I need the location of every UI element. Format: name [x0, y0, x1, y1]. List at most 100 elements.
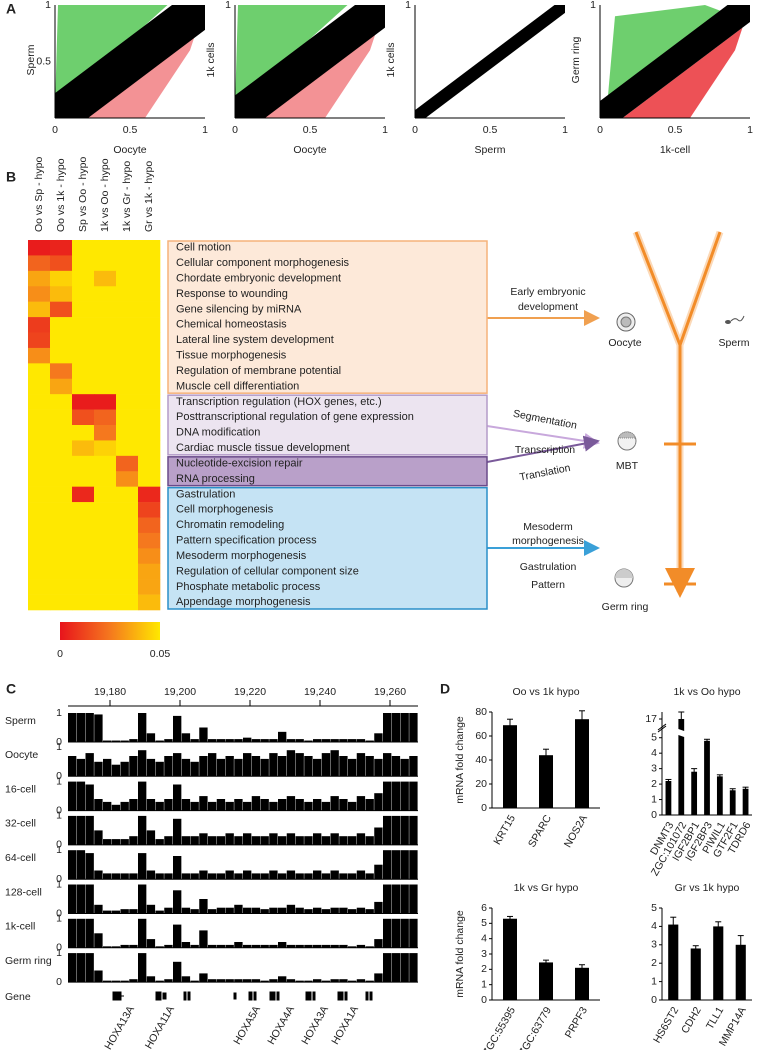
- signal-bar: [94, 714, 103, 742]
- heat-cell: [138, 363, 161, 380]
- go-term: Response to wounding: [176, 288, 288, 300]
- signal-bar: [164, 979, 173, 983]
- signal-bar: [111, 946, 121, 948]
- signal-bar: [181, 733, 191, 742]
- heat-cell: [138, 301, 161, 318]
- signal-bar: [76, 713, 86, 742]
- heat-cell: [138, 240, 161, 256]
- signal-bar: [138, 713, 147, 742]
- heat-cell: [28, 286, 51, 302]
- signal-bar: [138, 781, 147, 811]
- heat-cell: [116, 502, 139, 518]
- signal-bar: [278, 799, 287, 811]
- bar: [704, 740, 710, 815]
- signal-bar: [260, 739, 269, 742]
- signal-bar: [391, 850, 401, 880]
- track-name: Sperm: [5, 715, 36, 727]
- heat-cell: [138, 532, 161, 549]
- heat-cell: [138, 347, 161, 364]
- signal-bar: [313, 979, 322, 983]
- go-term: Phosphate metabolic process: [176, 581, 321, 593]
- signal-bar: [304, 909, 313, 914]
- heat-cell: [94, 363, 117, 380]
- go-term: Lateral line system development: [176, 334, 334, 346]
- signal-bar: [120, 839, 129, 845]
- heat-cell: [28, 425, 51, 441]
- y-tick-label: 1: [56, 913, 62, 925]
- signal-bar: [278, 836, 287, 845]
- signal-bar: [111, 839, 121, 845]
- bar: [716, 776, 723, 815]
- signal-bar: [313, 870, 322, 880]
- signal-bar: [409, 953, 418, 983]
- heat-cell: [50, 255, 73, 272]
- heat-cell: [116, 378, 139, 395]
- y-tick-label: 3: [481, 948, 487, 960]
- bar: [668, 924, 679, 1000]
- signal-bar: [356, 944, 366, 948]
- signal-bar: [103, 758, 112, 777]
- gene-models: [112, 991, 373, 1001]
- signal-bar: [330, 979, 339, 983]
- signal-bar: [243, 907, 252, 914]
- diagram-label: Transcription: [515, 444, 575, 456]
- track-name: Germ ring: [5, 955, 52, 967]
- heat-cell: [72, 455, 95, 472]
- heat-cell: [116, 440, 139, 457]
- signal-bar: [251, 873, 261, 880]
- signal-bar: [286, 979, 296, 983]
- sperm-icon: [730, 315, 745, 322]
- signal-bar: [225, 833, 234, 845]
- signal-bar: [225, 756, 234, 777]
- diagram-label: Germ ring: [602, 601, 649, 613]
- signal-bar: [76, 918, 86, 948]
- heat-cell: [72, 563, 95, 580]
- gene-label: HOXA5A: [231, 1004, 263, 1047]
- heat-cell: [28, 317, 51, 333]
- signal-bar: [103, 801, 112, 811]
- gene-model: [305, 991, 312, 1001]
- signal-bar: [103, 910, 112, 914]
- heat-cell: [94, 532, 117, 549]
- signal-bar: [146, 904, 156, 914]
- go-term: DNA modification: [176, 427, 260, 439]
- term-box: [167, 240, 488, 394]
- point-cloud: [415, 5, 565, 118]
- signal-bar: [68, 884, 77, 914]
- heat-cell: [138, 502, 161, 518]
- heat-cell: [138, 517, 161, 534]
- y-axis-title: mRNA fold change: [454, 910, 466, 998]
- gene-label: HOXA3A: [299, 1004, 331, 1047]
- track-name: Oocyte: [5, 749, 38, 761]
- track-name: 64-cell: [5, 852, 36, 864]
- gene-track-label: Gene: [5, 991, 31, 1003]
- heat-cell: [116, 301, 139, 318]
- heat-cell: [116, 517, 139, 534]
- signal-bar: [146, 939, 156, 948]
- diagram-label: development: [518, 301, 578, 313]
- column-label: Gr vs 1k - hypo: [143, 161, 155, 232]
- signal-bar: [199, 870, 208, 880]
- colorbar-label: 0.05: [150, 648, 171, 660]
- signal-bar: [68, 756, 77, 777]
- signal-bar: [138, 750, 147, 777]
- signal-bar: [321, 739, 331, 742]
- signal-bar: [339, 907, 348, 914]
- heat-cell: [138, 317, 161, 333]
- signal-bar: [111, 873, 121, 880]
- signal-bar: [295, 799, 304, 811]
- signal-bar: [111, 764, 121, 777]
- signal-bar: [216, 758, 226, 777]
- signal-bar: [208, 753, 217, 777]
- signal-bar: [260, 799, 269, 811]
- signal-bar: [85, 853, 94, 880]
- signal-bar: [216, 799, 226, 811]
- gene-model: [369, 991, 373, 1001]
- signal-bar: [129, 873, 138, 880]
- signal-bar: [374, 973, 383, 983]
- heat-cell: [94, 502, 117, 518]
- gene-model: [155, 991, 162, 1001]
- x-tick-label: 0.5: [483, 124, 498, 136]
- signal-bar: [111, 980, 121, 983]
